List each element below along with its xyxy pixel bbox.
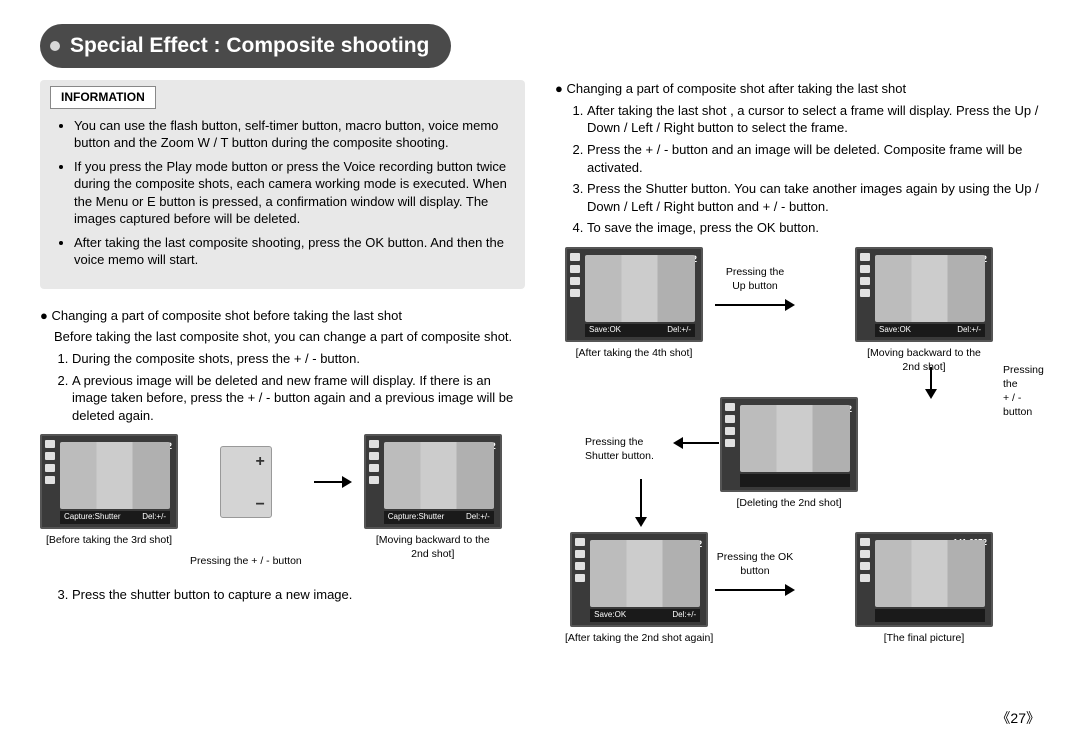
lcd-caption: [Moving backward to the 2nd shot] xyxy=(376,533,490,561)
lcd-caption: [The final picture] xyxy=(884,631,965,645)
info-bullet: You can use the flash button, self-timer… xyxy=(74,117,509,152)
right-steps: After taking the last shot , a cursor to… xyxy=(573,102,1040,237)
arrow-right-icon xyxy=(785,299,795,311)
step-item: To save the image, press the OK button. xyxy=(587,219,1040,237)
left-shot-row: 12 Capture:ShutterDel:+/- [Before taking… xyxy=(40,434,525,568)
page-number: 《27》 xyxy=(996,709,1040,728)
lcd-screenshot: 12 Save:OKDel:+/- xyxy=(855,247,993,342)
lcd-screenshot: 12 Capture:ShutterDel:+/- xyxy=(364,434,502,529)
arrow-left-icon xyxy=(673,437,683,449)
plus-minus-button-graphic xyxy=(220,446,272,518)
step-item: A previous image will be deleted and new… xyxy=(72,372,525,425)
right-heading: Changing a part of composite shot after … xyxy=(555,80,1040,98)
label-ok: Pressing the OK button xyxy=(717,550,793,578)
step-item: Press the Shutter button. You can take a… xyxy=(587,180,1040,215)
information-list: You can use the flash button, self-timer… xyxy=(56,117,509,269)
label-up: Pressing the Up button xyxy=(726,265,784,293)
information-label: INFORMATION xyxy=(50,86,156,108)
label-plus: Pressing the + / - button xyxy=(1003,363,1044,420)
left-steps-a: During the composite shots, press the + … xyxy=(58,350,525,424)
lcd-caption: [After taking the 2nd shot again] xyxy=(565,631,713,645)
flow-diagram: 12 Save:OKDel:+/- [After taking the 4th … xyxy=(555,247,1040,677)
step-item: Press the + / - button and an image will… xyxy=(587,141,1040,176)
arrow-down-icon xyxy=(925,389,937,399)
lcd-screenshot: 12 Save:OKDel:+/- xyxy=(565,247,703,342)
step-item: During the composite shots, press the + … xyxy=(72,350,525,368)
lcd-screenshot: 12 Capture:ShutterDel:+/- xyxy=(40,434,178,529)
step-item: After taking the last shot , a cursor to… xyxy=(587,102,1040,137)
left-intro: Before taking the last composite shot, y… xyxy=(54,328,525,346)
step-item: Press the shutter button to capture a ne… xyxy=(72,586,525,604)
arrow-right-icon xyxy=(342,476,352,488)
lcd-screenshot: 12 xyxy=(720,397,858,492)
label-shutter: Pressing the Shutter button. xyxy=(585,435,654,463)
lcd-caption: [After taking the 4th shot] xyxy=(576,346,693,360)
info-bullet: After taking the last composite shooting… xyxy=(74,234,509,269)
plus-label: Pressing the + / - button xyxy=(190,554,302,568)
arrow-right-icon xyxy=(785,584,795,596)
left-steps-b: Press the shutter button to capture a ne… xyxy=(58,586,525,604)
lcd-caption: [Moving backward to the 2nd shot] xyxy=(867,346,981,374)
info-bullet: If you press the Play mode button or pre… xyxy=(74,158,509,228)
lcd-caption: [Deleting the 2nd shot] xyxy=(736,496,841,510)
lcd-screenshot: 141-2272 xyxy=(855,532,993,627)
information-box: INFORMATION You can use the flash button… xyxy=(40,80,525,289)
lcd-caption: [Before taking the 3rd shot] xyxy=(46,533,172,547)
lcd-screenshot: 12 Save:OKDel:+/- xyxy=(570,532,708,627)
arrow-down-icon xyxy=(635,517,647,527)
left-heading: Changing a part of composite shot before… xyxy=(40,307,525,325)
page-title: Special Effect : Composite shooting xyxy=(40,24,451,68)
right-column: Changing a part of composite shot after … xyxy=(555,80,1040,676)
left-column: INFORMATION You can use the flash button… xyxy=(40,80,525,676)
